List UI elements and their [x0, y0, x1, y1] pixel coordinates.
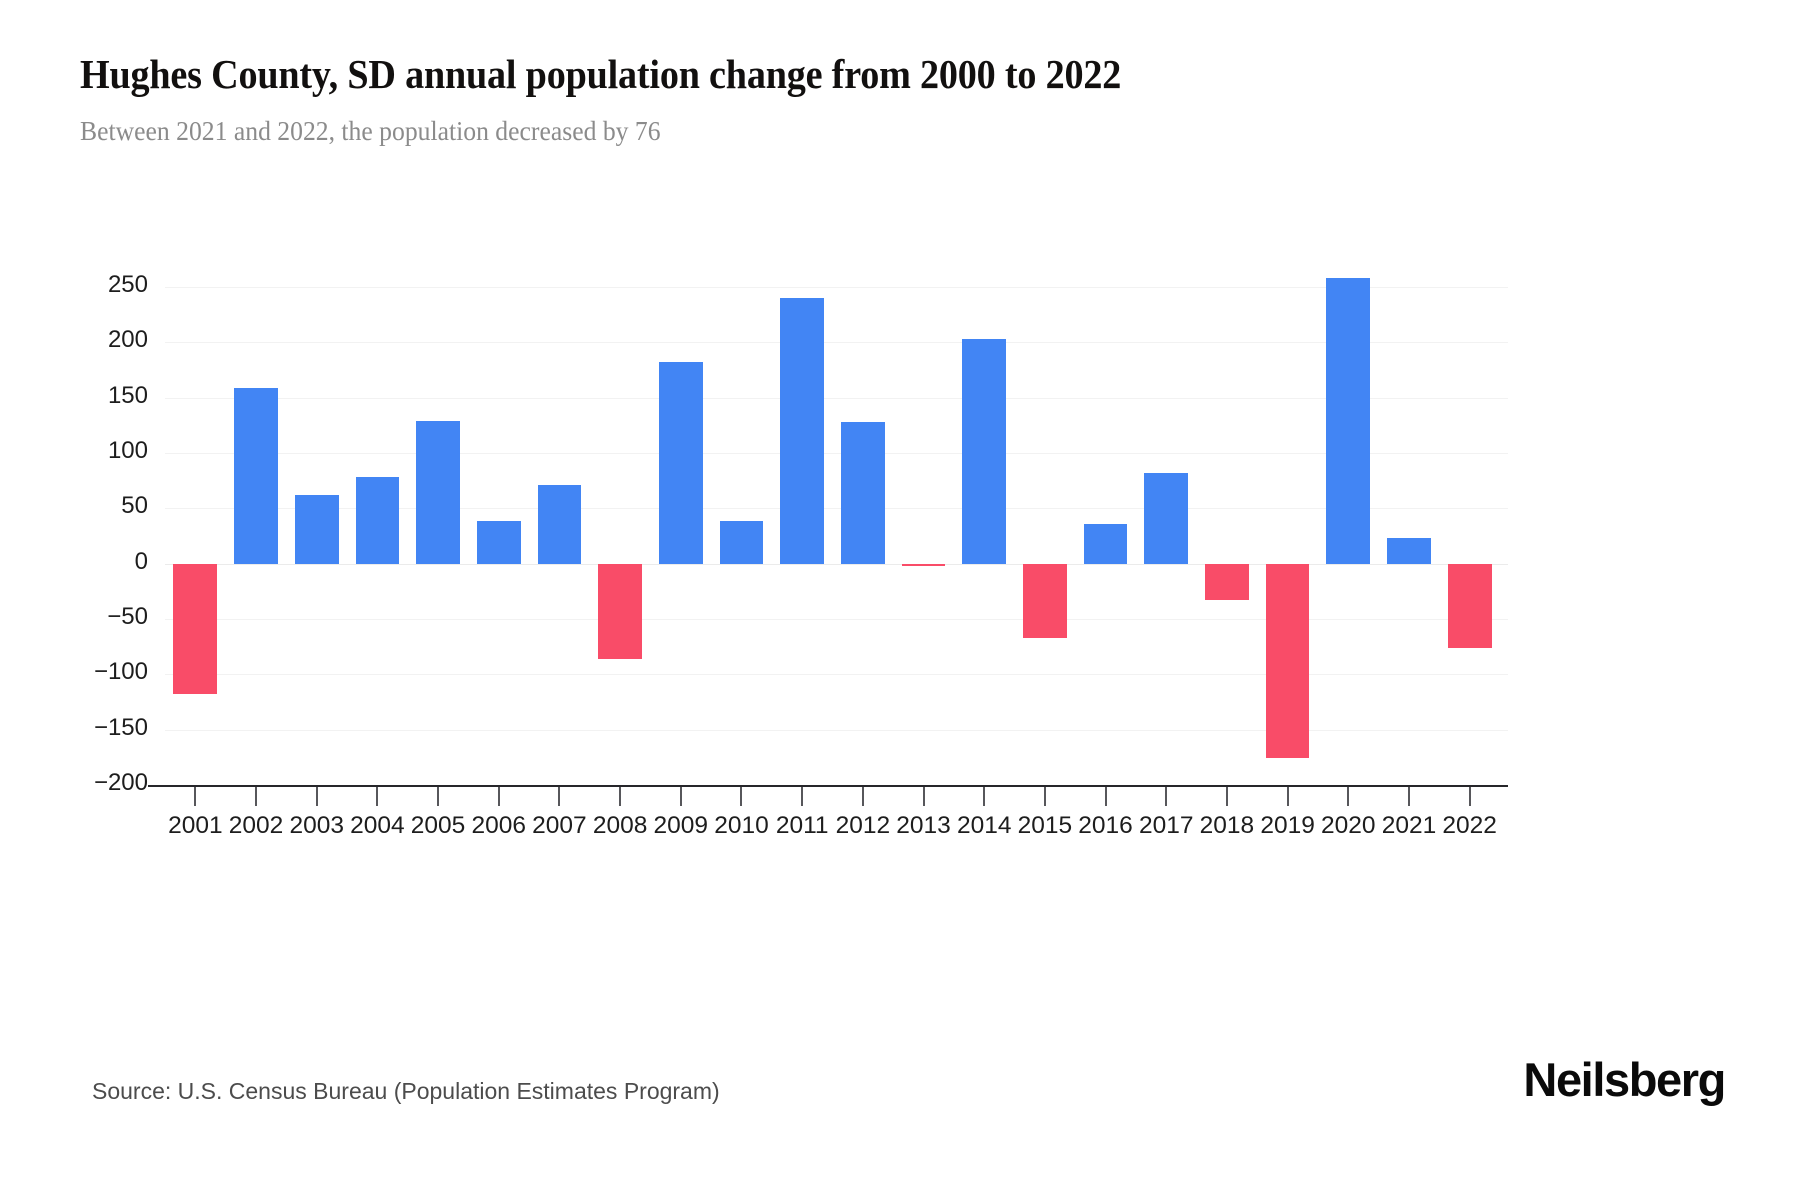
x-axis-tick: [315, 787, 318, 806]
x-axis-label-2019: 2019: [1260, 812, 1315, 839]
bar-2022[interactable]: [1447, 563, 1492, 648]
gridline: [165, 342, 1508, 343]
x-axis-tick: [1286, 787, 1289, 806]
bar-2011[interactable]: [780, 298, 824, 564]
gridline: [165, 619, 1508, 620]
x-axis-label-2015: 2015: [1017, 812, 1073, 839]
x-axis-label-2009: 2009: [653, 812, 709, 839]
bar-2017[interactable]: [1144, 473, 1189, 564]
bar-2008[interactable]: [598, 563, 642, 659]
x-axis-label-2021: 2021: [1381, 812, 1437, 839]
x-axis-label-2002: 2002: [228, 812, 284, 839]
bar-2020[interactable]: [1326, 278, 1371, 564]
x-axis-label-2012: 2012: [835, 812, 891, 839]
x-axis-tick: [255, 787, 258, 806]
y-axis-tick-label: 0: [134, 547, 148, 575]
x-axis-label-2010: 2010: [714, 812, 769, 839]
x-axis-tick: [1225, 787, 1228, 806]
x-axis-tick: [861, 787, 864, 806]
y-axis-tick-label: 150: [107, 381, 148, 409]
x-axis-tick: [983, 787, 986, 806]
x-axis-labels: 2001 2002 2003 2004 2005 2006 2007 2008 2009 2010…: [165, 812, 1500, 852]
y-axis-tick-label: 250: [107, 271, 148, 299]
bar-2013[interactable]: [901, 563, 946, 566]
bar-2003[interactable]: [294, 495, 339, 564]
chart-header: Hughes County, SD annual population chan…: [80, 50, 1720, 148]
x-axis-tick: [679, 787, 682, 806]
bar-2014[interactable]: [962, 339, 1007, 564]
gridline: [165, 508, 1508, 509]
x-axis-tick: [619, 787, 622, 806]
y-axis-tick-label: 100: [107, 437, 148, 465]
x-axis-line: [148, 785, 1508, 787]
x-axis-tick: [376, 787, 379, 806]
x-axis-label-2008: 2008: [592, 812, 648, 839]
y-axis-tick-label: −100: [93, 658, 148, 686]
x-axis-tick: [1104, 787, 1107, 806]
gridline: [165, 564, 1508, 565]
x-axis-label-2018: 2018: [1199, 812, 1255, 839]
chart-subtitle: Between 2021 and 2022, the population de…: [80, 116, 661, 147]
x-axis-label-2022: 2022: [1442, 812, 1497, 839]
x-axis-tick: [497, 787, 500, 806]
x-axis-label-2016: 2016: [1078, 812, 1133, 839]
x-axis-label-2001: 2001: [168, 812, 223, 839]
x-axis-tick: [922, 787, 925, 806]
bar-2002[interactable]: [234, 387, 278, 564]
x-axis-tick: [1043, 787, 1046, 806]
x-axis-tick: [437, 787, 440, 806]
bar-2019[interactable]: [1265, 563, 1310, 759]
x-axis-label-2017: 2017: [1138, 812, 1194, 839]
x-axis-tick: [558, 787, 561, 806]
bar-2021[interactable]: [1387, 538, 1431, 564]
y-axis-tick-label: −50: [107, 603, 148, 631]
source-note: Source: U.S. Census Bureau (Population E…: [92, 1078, 720, 1104]
bars-group: [165, 265, 1500, 785]
x-axis-label-2003: 2003: [289, 812, 344, 839]
x-axis-label-2020: 2020: [1321, 812, 1376, 839]
y-axis-labels: 250 200 150 100 50 0 −50 −100 −150 −200: [0, 0, 148, 1200]
x-axis-label-2005: 2005: [410, 812, 466, 839]
x-axis-tick: [1165, 787, 1168, 806]
bar-2010[interactable]: [719, 520, 764, 564]
page-title: Hughes County, SD annual population chan…: [80, 51, 1122, 97]
x-axis-label-2014: 2014: [956, 812, 1012, 839]
x-axis-label-2006: 2006: [471, 812, 527, 839]
gridline: [165, 287, 1508, 288]
y-axis-tick-label: −200: [93, 769, 148, 796]
gridline: [165, 398, 1508, 399]
y-axis-tick-label: −150: [93, 713, 148, 741]
bar-2018[interactable]: [1205, 563, 1249, 601]
bar-2015[interactable]: [1023, 563, 1067, 638]
bar-2007[interactable]: [537, 485, 582, 564]
x-axis-tick: [194, 787, 197, 806]
bar-2001[interactable]: [173, 563, 218, 695]
x-axis-label-2013: 2013: [896, 812, 951, 839]
x-axis-tick: [1347, 787, 1350, 806]
bar-2012[interactable]: [840, 422, 885, 564]
bar-2006[interactable]: [476, 520, 521, 564]
x-axis-tick: [740, 787, 743, 806]
y-axis-tick-label: 200: [107, 326, 148, 354]
x-axis-label-2011: 2011: [775, 812, 829, 839]
bar-2004[interactable]: [355, 477, 400, 564]
y-axis-tick-label: 50: [121, 492, 148, 520]
bar-2016[interactable]: [1083, 523, 1128, 564]
x-axis-label-2004: 2004: [350, 812, 405, 839]
bar-2005[interactable]: [416, 421, 460, 564]
gridline: [165, 453, 1508, 454]
x-axis-label-2007: 2007: [532, 812, 587, 839]
x-axis-ticks: [165, 787, 1500, 807]
gridline: [165, 674, 1508, 675]
x-axis-tick: [1407, 787, 1410, 806]
x-axis-tick: [801, 787, 804, 806]
gridline: [165, 730, 1508, 731]
bar-2009[interactable]: [658, 362, 703, 564]
x-axis-tick: [1468, 787, 1471, 806]
brand-logo: Neilsberg: [1523, 1053, 1726, 1106]
